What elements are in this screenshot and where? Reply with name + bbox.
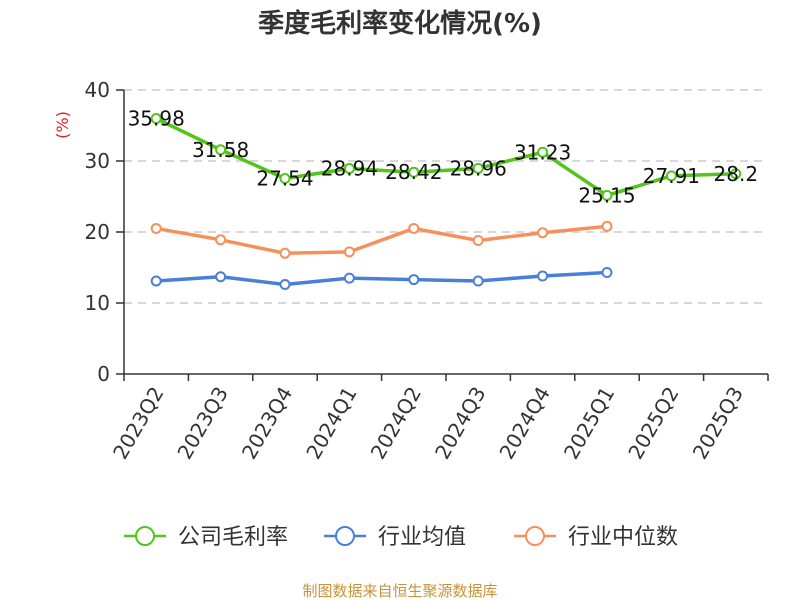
y-tick-label: 10 — [85, 291, 110, 315]
x-tick-label: 2024Q2 — [366, 383, 426, 464]
legend: 公司毛利率 行业均值 行业中位数 — [124, 525, 678, 550]
data-point — [472, 275, 484, 287]
x-tick-label: 2025Q1 — [559, 383, 619, 464]
data-point — [601, 220, 613, 232]
data-point — [472, 162, 484, 174]
legend-marker — [135, 526, 155, 546]
data-label: 31.23 — [514, 140, 571, 164]
y-tick-label: 40 — [85, 78, 110, 102]
data-point — [215, 234, 227, 246]
legend-label: 行业均值 — [378, 525, 466, 550]
data-label: 28.2 — [714, 162, 759, 186]
legend-label: 行业中位数 — [568, 525, 678, 550]
data-point — [730, 168, 742, 180]
series-line — [154, 116, 738, 198]
data-label: 25.15 — [578, 183, 635, 207]
x-tick-label: 2025Q2 — [623, 383, 683, 464]
data-point — [150, 113, 162, 125]
data-point — [343, 163, 355, 175]
data-label: 28.94 — [321, 157, 378, 181]
data-point — [343, 272, 355, 284]
grid-lines — [124, 89, 768, 304]
x-tick-label: 2024Q1 — [301, 383, 361, 464]
data-point — [537, 270, 549, 282]
x-tick-label: 2023Q4 — [237, 383, 297, 464]
y-axis-label: (%) — [53, 111, 72, 139]
series-line — [154, 224, 609, 256]
data-point — [150, 275, 162, 287]
data-point — [408, 274, 420, 286]
data-point — [150, 222, 162, 234]
data-labels: 35.98 31.58 27.54 28.94 28.42 28.96 31.23 25.15… — [128, 107, 758, 208]
x-tick-label: 2025Q3 — [688, 383, 748, 464]
chart-title: 季度毛利率变化情况(%) — [258, 8, 542, 39]
series-lines — [150, 113, 742, 291]
y-tick-label: 0 — [97, 362, 110, 386]
data-label: 35.98 — [128, 107, 185, 131]
data-point — [408, 166, 420, 178]
y-tick-label: 30 — [85, 149, 110, 173]
data-point — [665, 170, 677, 182]
data-label: 27.54 — [256, 166, 313, 190]
data-point — [601, 266, 613, 278]
data-point — [537, 227, 549, 239]
data-point — [215, 271, 227, 283]
data-point — [279, 247, 291, 259]
data-point — [279, 172, 291, 184]
data-label: 28.96 — [450, 156, 507, 180]
data-label: 28.42 — [385, 160, 442, 184]
legend-label: 公司毛利率 — [178, 525, 288, 550]
data-point — [215, 144, 227, 156]
x-tick-label: 2024Q4 — [494, 383, 554, 464]
legend-marker — [525, 526, 545, 546]
x-tick-label: 2023Q3 — [172, 383, 232, 464]
data-point — [279, 279, 291, 291]
data-label: 27.91 — [643, 164, 700, 188]
data-point — [343, 246, 355, 258]
data-label: 31.58 — [192, 138, 249, 162]
y-tick-label: 20 — [85, 220, 110, 244]
data-point — [472, 235, 484, 247]
source-text: 制图数据来自恒生聚源数据库 — [302, 582, 497, 600]
data-point — [601, 189, 613, 201]
data-point — [408, 222, 420, 234]
x-tick-label: 2024Q3 — [430, 383, 490, 464]
series-line — [154, 270, 609, 287]
x-tick-label: 2023Q2 — [108, 383, 168, 464]
legend-marker — [335, 526, 355, 546]
data-point — [537, 146, 549, 158]
